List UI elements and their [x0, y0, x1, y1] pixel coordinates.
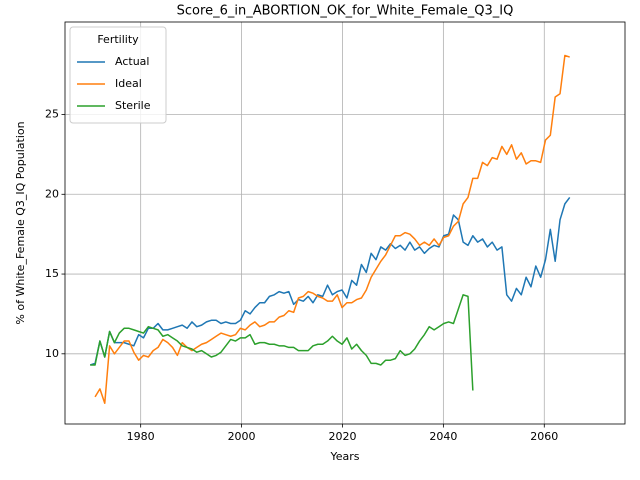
y-tick-label: 20: [45, 187, 59, 200]
legend: Fertility Actual Ideal Sterile: [69, 26, 167, 124]
y-tick-label: 10: [45, 347, 59, 360]
series-line: [90, 294, 474, 391]
legend-title: Fertility: [97, 33, 139, 46]
x-tick-label: 2000: [228, 430, 256, 443]
legend-label: Sterile: [115, 99, 151, 112]
legend-label: Actual: [115, 55, 149, 68]
chart-title: Score_6_in_ABORTION_OK_for_White_Female_…: [177, 4, 514, 19]
x-axis-label: Years: [329, 450, 359, 463]
series-line: [89, 197, 571, 366]
x-tick-label: 2060: [530, 430, 558, 443]
legend-label: Ideal: [115, 77, 142, 90]
plot-frame: [64, 21, 626, 425]
y-tick-label: 15: [45, 267, 59, 280]
x-tick-label: 2020: [328, 430, 356, 443]
legend-box: [69, 26, 167, 124]
y-tick-label: 25: [45, 108, 59, 121]
x-tick-label: 2040: [429, 430, 457, 443]
y-axis-label: % of White_Female Q3_IQ Population: [14, 121, 27, 324]
x-tick-label: 1980: [127, 430, 155, 443]
series-line: [94, 54, 570, 405]
